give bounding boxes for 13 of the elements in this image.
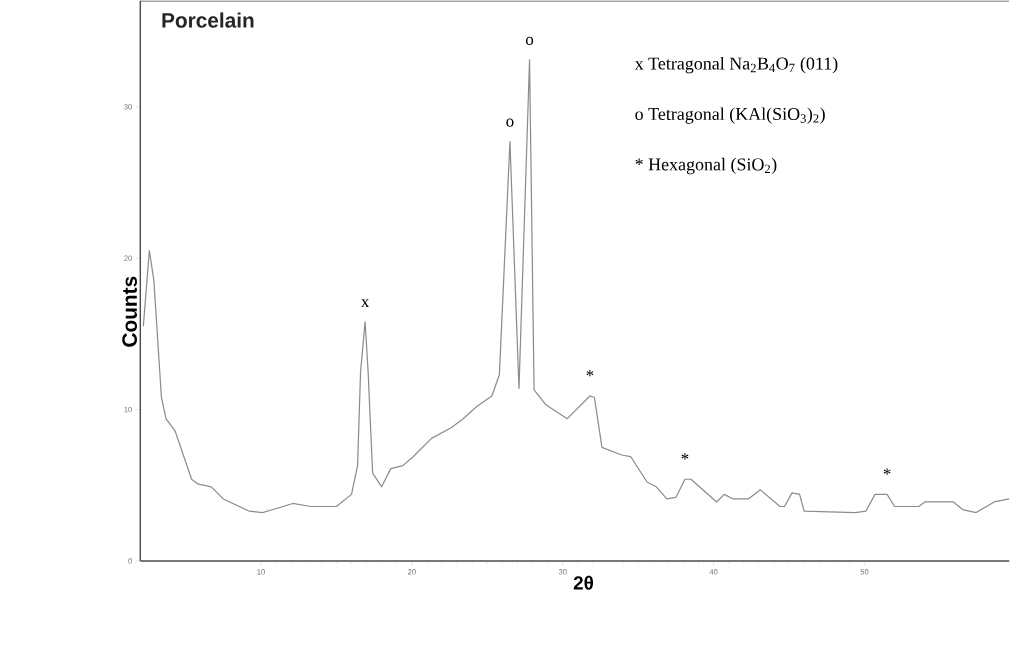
line-series <box>142 59 1010 514</box>
annotation: o <box>506 118 514 127</box>
annotation: x Tetragonal Na$_{2}$B$_{4}$O$_{7}$ (011) <box>634 57 838 74</box>
chart-title: Porcelain <box>162 12 254 28</box>
annotation: o Tetragonal (KAl(SiO$_{3}$)$_{2}$) <box>635 107 825 124</box>
x-axis-title: 2θ <box>573 575 594 590</box>
annotation: x <box>360 299 370 308</box>
y-axis-title: Counts <box>122 276 137 347</box>
annotation: * <box>883 468 891 475</box>
annotation: * <box>586 370 594 377</box>
annotation: * Hexagonal (SiO$_{2}$) <box>635 157 777 175</box>
annotation: o <box>525 36 534 46</box>
annotation: * <box>681 453 689 460</box>
